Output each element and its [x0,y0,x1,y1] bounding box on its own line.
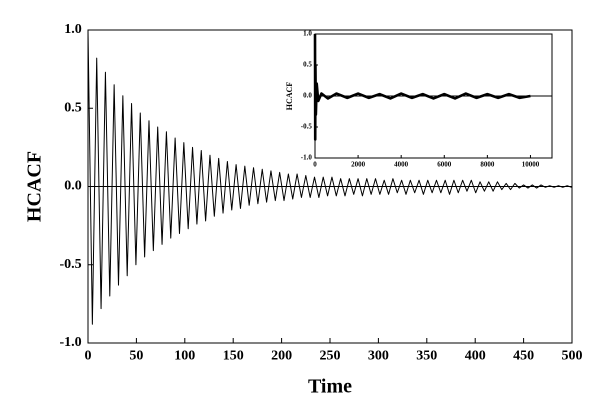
x-tick-label: 450 [513,349,534,364]
y-tick-label: -0.5 [301,123,313,131]
x-tick-label: 200 [271,349,292,364]
y-tick-label: 0.0 [303,92,312,100]
x-tick-label: 100 [174,349,195,364]
x-tick-label: 500 [562,349,583,364]
x-tick-label: 4000 [394,160,409,168]
hcacf-line [87,29,572,325]
x-tick-label: 400 [465,349,486,364]
y-tick-label: -1.0 [301,154,313,162]
x-axis-title: Time [308,376,352,398]
x-tick-label: 0 [313,160,317,168]
x-tick-label: 10000 [522,160,540,168]
y-tick-label: -1.0 [60,335,82,350]
x-tick-label: 8000 [480,160,495,168]
x-tick-label: 350 [416,349,437,364]
y-tick-label: 1.0 [64,22,82,37]
hcacf-line [313,33,531,141]
x-tick-label: 150 [223,349,244,364]
x-tick-label: 250 [320,349,341,364]
y-tick-label: 0.5 [64,100,82,115]
y-tick-label: 0.5 [303,61,312,69]
x-tick-label: 6000 [437,160,452,168]
y-tick-label: -0.5 [60,257,82,272]
y-tick-label: 0.0 [64,179,82,194]
y-tick-label: 1.0 [303,30,312,38]
x-tick-label: 0 [85,349,92,364]
x-tick-label: 50 [129,349,143,364]
y-axis-title: HCACF [285,82,294,111]
x-tick-label: 2000 [351,160,366,168]
x-tick-label: 300 [368,349,389,364]
y-axis-title: HCACF [24,151,46,222]
